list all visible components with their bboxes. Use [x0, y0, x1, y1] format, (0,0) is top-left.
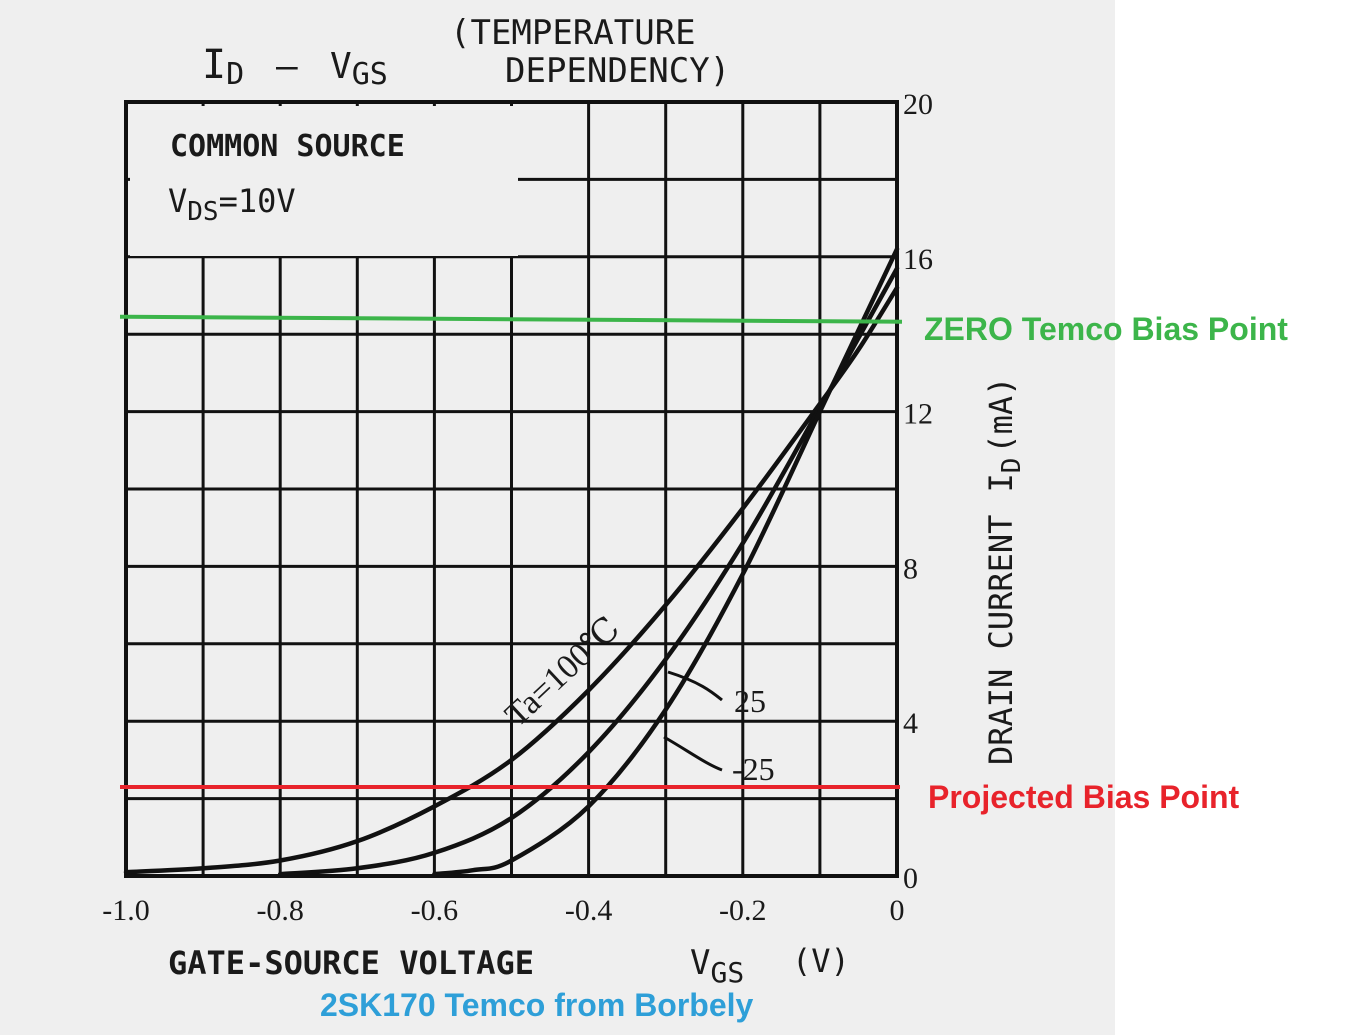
condition-box — [130, 106, 518, 256]
chart-title-dash: — — [276, 46, 298, 87]
chart-title-id: ID — [202, 42, 244, 92]
zero-bias-line — [119, 314, 903, 324]
x-tick-label: -0.2 — [719, 894, 767, 927]
caption: 2SK170 Temco from Borbely — [320, 987, 754, 1023]
y-tick-label: 20 — [903, 88, 933, 121]
series-label-minus-25: -25 — [732, 751, 775, 787]
x-axis-label: GATE-SOURCE VOLTAGE — [168, 944, 534, 982]
y-tick-label: 4 — [903, 707, 918, 740]
x-axis-unit: (V) — [792, 942, 850, 980]
series-line-2 — [432, 246, 900, 877]
reference-lines — [119, 314, 903, 789]
y-tick-labels: 0 4 8 12 16 20 — [903, 88, 933, 895]
condition-common-source: COMMON SOURCE — [170, 129, 405, 164]
x-axis-symbol: VGS — [690, 943, 744, 989]
x-tick-labels: -1.0 -0.8 -0.6 -0.4 -0.2 0 — [102, 894, 904, 927]
x-tick-label: -0.6 — [411, 894, 459, 927]
projected-bias-label: Projected Bias Point — [928, 779, 1240, 815]
zero-bias-label: ZERO Temco Bias Point — [924, 311, 1288, 347]
y-tick-label: 8 — [903, 552, 918, 585]
y-tick-label: 16 — [903, 243, 933, 276]
chart-title-paren-line2: DEPENDENCY) — [505, 51, 730, 91]
x-tick-label: -0.4 — [565, 894, 613, 927]
y-tick-label: 12 — [903, 398, 933, 431]
x-tick-label: 0 — [890, 894, 905, 927]
chart-title-paren-line1: (TEMPERATURE — [450, 13, 696, 53]
chart-title-vgs: VGS — [330, 46, 388, 92]
leader-25 — [667, 670, 723, 702]
curves — [123, 246, 900, 877]
x-tick-label: -1.0 — [102, 894, 150, 927]
condition-vds: VDS=10V — [168, 182, 296, 227]
y-axis-label: DRAIN CURRENTID(mA) — [982, 377, 1027, 765]
y-tick-label: 0 — [903, 862, 918, 895]
series-label-25: 25 — [734, 683, 766, 719]
leader-minus-25 — [663, 735, 723, 772]
x-tick-label: -0.8 — [256, 894, 304, 927]
